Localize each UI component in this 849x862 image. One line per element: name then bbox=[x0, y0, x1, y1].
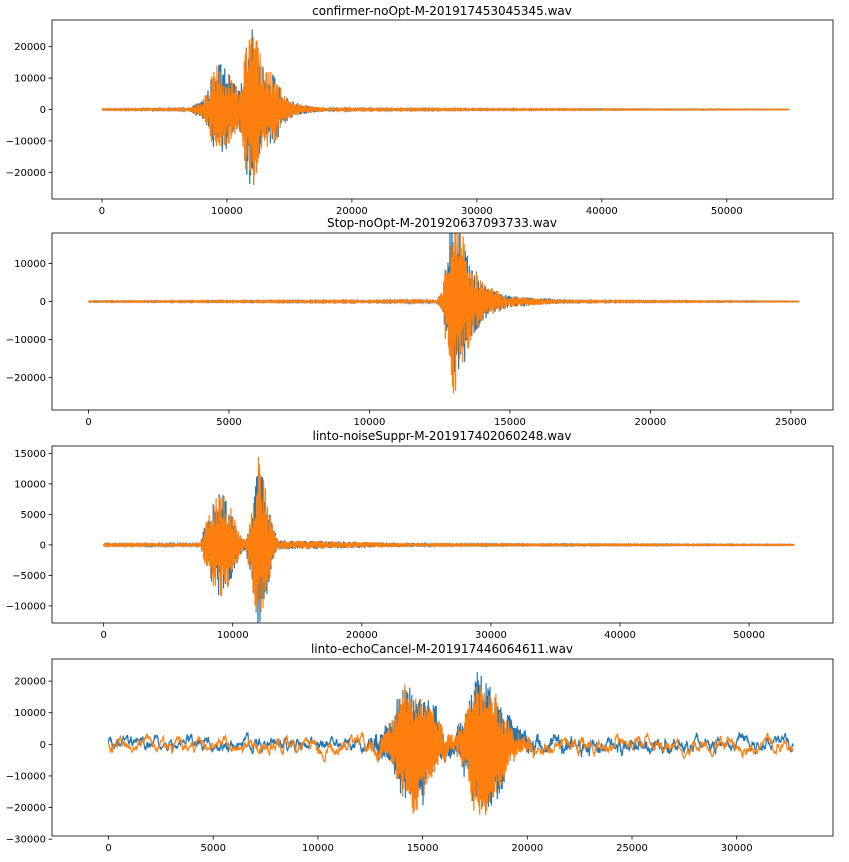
x-tick-label: 30000 bbox=[721, 843, 753, 854]
y-tick-label: 20000 bbox=[14, 677, 46, 688]
x-tick-label: 0 bbox=[100, 630, 106, 641]
x-tick-label: 20000 bbox=[511, 843, 543, 854]
x-tick-label: 25000 bbox=[616, 843, 648, 854]
axes-frame bbox=[51, 658, 834, 837]
y-tick-label: 10000 bbox=[14, 74, 46, 85]
subplot-4: linto-echoCancel-M-201917446064611.wav 0… bbox=[6, 642, 834, 854]
axes-frame bbox=[51, 445, 834, 624]
x-tick-label: 15000 bbox=[407, 843, 439, 854]
plot-area-3 bbox=[103, 456, 795, 623]
subplot-1: confirmer-noOpt-M-201917453045345.wav 0 1… bbox=[6, 4, 834, 217]
y-tick-label: −10000 bbox=[6, 601, 46, 612]
subplot-1-title: confirmer-noOpt-M-201917453045345.wav bbox=[312, 4, 572, 18]
y-tick-label: −10000 bbox=[6, 136, 46, 147]
y-tick-label: 15000 bbox=[14, 449, 46, 460]
x-tick-label: 0 bbox=[99, 206, 105, 217]
x-tick-label: 20000 bbox=[346, 630, 378, 641]
y-tick-label: 10000 bbox=[14, 708, 46, 719]
y-tick-label: −20000 bbox=[6, 803, 46, 814]
subplot-4-title: linto-echoCancel-M-201917446064611.wav bbox=[311, 642, 573, 656]
x-tick-label: 30000 bbox=[475, 630, 507, 641]
y-tick-label: −20000 bbox=[6, 373, 46, 384]
y-tick-label: 10000 bbox=[14, 259, 46, 270]
x-tick-label: 10000 bbox=[354, 417, 386, 428]
x-tick-label: 30000 bbox=[461, 206, 493, 217]
plot-area-2 bbox=[87, 233, 800, 394]
y-tick-label: 10000 bbox=[14, 479, 46, 490]
x-tick-label: 5000 bbox=[200, 843, 225, 854]
x-tick-label: 10000 bbox=[217, 630, 249, 641]
subplot-2-title: Stop-noOpt-M-201920637093733.wav bbox=[327, 216, 557, 230]
series-2-line bbox=[103, 456, 795, 612]
y-tick-label: 0 bbox=[40, 105, 46, 116]
series-2-line bbox=[107, 684, 794, 815]
x-tick-label: 15000 bbox=[494, 417, 526, 428]
x-tick-label: 40000 bbox=[604, 630, 636, 641]
x-tick-label: 10000 bbox=[211, 206, 243, 217]
subplot-3-title: linto-noiseSuppr-M-201917402060248.wav bbox=[312, 429, 571, 443]
y-tick-label: 0 bbox=[40, 297, 46, 308]
subplot-3: linto-noiseSuppr-M-201917402060248.wav 0… bbox=[6, 429, 834, 641]
x-tick-label: 0 bbox=[85, 417, 91, 428]
axes-frame bbox=[51, 232, 834, 411]
series-2-line bbox=[101, 36, 790, 183]
x-tick-label: 50000 bbox=[733, 630, 765, 641]
y-tick-label: −20000 bbox=[6, 168, 46, 179]
y-tick-label: 0 bbox=[40, 740, 46, 751]
x-tick-label: 20000 bbox=[336, 206, 368, 217]
y-tick-label: −10000 bbox=[6, 335, 46, 346]
x-tick-label: 50000 bbox=[711, 206, 743, 217]
y-tick-label: 0 bbox=[40, 540, 46, 551]
x-tick-label: 0 bbox=[105, 843, 111, 854]
x-tick-label: 25000 bbox=[775, 417, 807, 428]
plot-area-4 bbox=[107, 672, 794, 815]
y-tick-label: −10000 bbox=[6, 771, 46, 782]
y-tick-label: −5000 bbox=[12, 571, 46, 582]
plot-area-1 bbox=[101, 29, 790, 185]
x-tick-label: 5000 bbox=[216, 417, 241, 428]
y-tick-label: −30000 bbox=[6, 835, 46, 846]
y-tick-label: 20000 bbox=[14, 42, 46, 53]
x-tick-label: 40000 bbox=[586, 206, 618, 217]
x-tick-label: 20000 bbox=[634, 417, 666, 428]
series-2-line bbox=[87, 233, 800, 394]
y-tick-label: 5000 bbox=[21, 510, 46, 521]
subplot-2: Stop-noOpt-M-201920637093733.wav 0 5000 10… bbox=[6, 216, 834, 428]
x-tick-label: 10000 bbox=[302, 843, 334, 854]
